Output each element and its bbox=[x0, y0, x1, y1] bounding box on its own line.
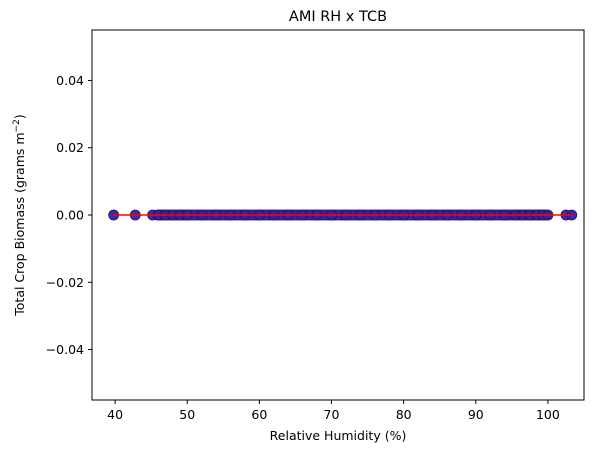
chart-title: AMI RH x TCB bbox=[289, 9, 387, 25]
x-axis-label: Relative Humidity (%) bbox=[270, 428, 407, 443]
y-tick-label: −0.02 bbox=[46, 275, 84, 290]
y-axis-label-main: Total Crop Biomass (grams m bbox=[12, 132, 27, 316]
y-tick-label: 0.04 bbox=[56, 73, 84, 88]
y-axis-label: Total Crop Biomass (grams m−2) bbox=[12, 114, 27, 316]
y-tick-label: 0.00 bbox=[56, 208, 84, 223]
x-axis: 40 50 60 70 80 90 100 bbox=[107, 400, 560, 422]
x-tick-label: 50 bbox=[179, 407, 195, 422]
x-tick-label: 60 bbox=[251, 407, 267, 422]
y-axis: −0.04 −0.02 0.00 0.02 0.04 bbox=[46, 73, 92, 357]
x-tick-label: 40 bbox=[107, 407, 123, 422]
x-tick-label: 80 bbox=[396, 407, 412, 422]
x-tick-label: 90 bbox=[468, 407, 484, 422]
y-axis-label-end: ) bbox=[12, 114, 27, 119]
x-tick-label: 70 bbox=[324, 407, 340, 422]
x-tick-label: 100 bbox=[536, 407, 560, 422]
y-axis-label-sup: −2 bbox=[12, 119, 22, 132]
y-tick-label: 0.02 bbox=[56, 140, 84, 155]
y-tick-label: −0.04 bbox=[46, 342, 84, 357]
